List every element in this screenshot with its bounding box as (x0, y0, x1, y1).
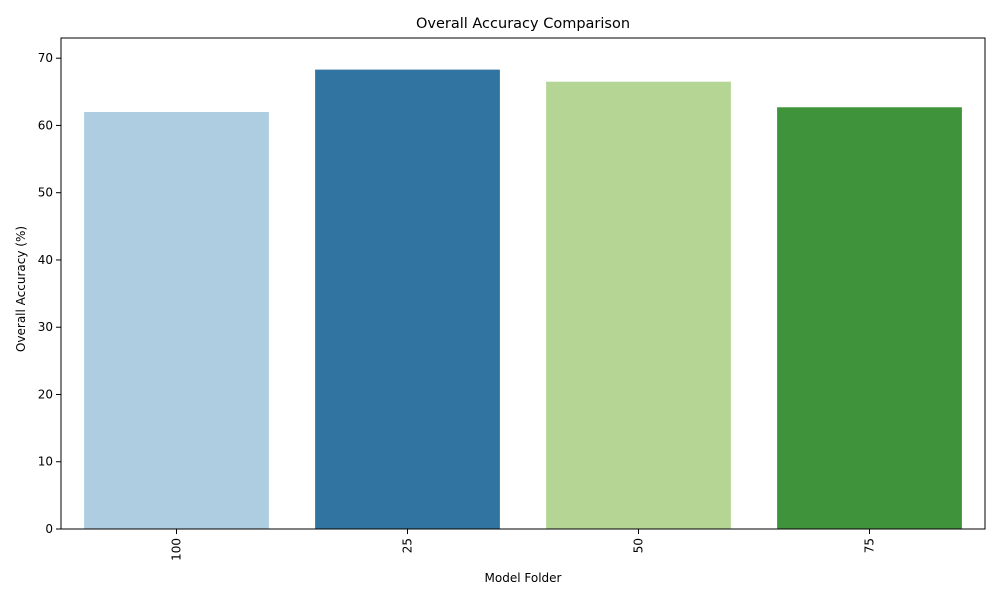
bar-25 (315, 69, 500, 529)
x-tick-label: 75 (863, 538, 877, 553)
y-axis: 0 10 20 30 40 50 60 70 (38, 51, 61, 536)
x-axis: 100 25 50 75 (170, 529, 877, 561)
y-tick-label: 70 (38, 51, 53, 65)
x-axis-label: Model Folder (485, 571, 562, 585)
bar-50 (546, 81, 731, 529)
y-tick-label: 50 (38, 186, 53, 200)
chart-title: Overall Accuracy Comparison (416, 16, 630, 32)
y-axis-label: Overall Accuracy (%) (14, 226, 28, 352)
y-tick-label: 10 (38, 455, 53, 469)
y-tick-label: 60 (38, 118, 53, 132)
bar-75 (777, 107, 962, 530)
x-tick-label: 100 (170, 538, 184, 561)
bar-100 (84, 111, 269, 529)
bars (84, 69, 962, 530)
plot-frame (60, 37, 986, 530)
y-tick-label: 0 (45, 522, 53, 536)
x-tick-label: 25 (401, 538, 415, 553)
y-tick-label: 30 (38, 320, 53, 334)
y-tick-label: 40 (38, 253, 53, 267)
y-tick-label: 20 (38, 387, 53, 401)
x-tick-label: 50 (632, 538, 646, 553)
